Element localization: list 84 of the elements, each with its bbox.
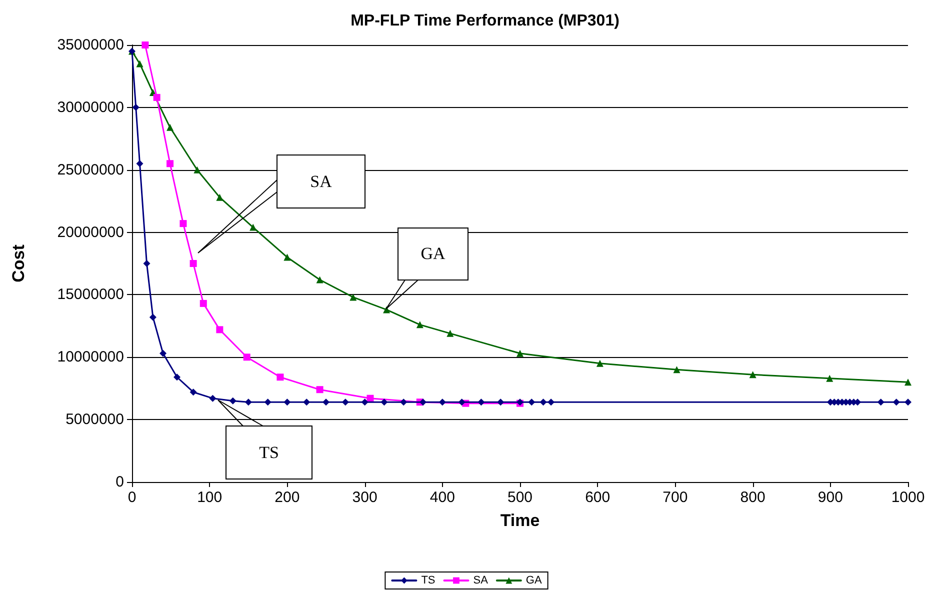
- y-tick-label: 0: [116, 474, 124, 490]
- legend-label: TS: [421, 574, 436, 586]
- point: [420, 398, 426, 406]
- point: [528, 398, 536, 406]
- point: [322, 398, 330, 406]
- point: [166, 124, 174, 131]
- point: [342, 398, 349, 406]
- point: [446, 330, 454, 337]
- y-tick-label: 25000000: [57, 161, 124, 178]
- point: [904, 398, 912, 406]
- point: [540, 398, 547, 406]
- x-tick-label: 100: [197, 489, 222, 506]
- x-tick-label: 500: [507, 489, 533, 506]
- point: [826, 374, 834, 382]
- point: [904, 378, 912, 386]
- point: [136, 160, 144, 168]
- point: [153, 94, 160, 101]
- point: [438, 398, 446, 406]
- point: [142, 42, 149, 48]
- point: [190, 388, 197, 396]
- point: [361, 398, 368, 406]
- point: [250, 224, 257, 231]
- point: [892, 398, 900, 406]
- y-axis-title: Cost: [9, 244, 28, 282]
- point: [596, 360, 604, 367]
- point: [136, 60, 144, 68]
- y-tick-label: 30000000: [57, 98, 124, 116]
- point: [180, 220, 187, 228]
- point: [264, 398, 272, 406]
- point: [673, 366, 680, 374]
- point: [160, 350, 167, 357]
- x-tick-label: 700: [662, 489, 688, 506]
- point: [149, 314, 156, 321]
- x-tick-label: 300: [352, 489, 378, 506]
- point: [316, 386, 324, 394]
- point: [216, 326, 224, 334]
- point: [209, 394, 216, 402]
- point: [366, 394, 374, 402]
- legend-label: SA: [473, 574, 489, 586]
- point: [877, 398, 884, 406]
- x-tick-label: 200: [274, 489, 300, 506]
- x-tick-label: 800: [740, 489, 766, 506]
- point: [284, 398, 291, 406]
- point: [380, 398, 388, 406]
- point: [166, 160, 174, 168]
- annotation: TS: [259, 442, 279, 462]
- annotation: SA: [310, 172, 332, 192]
- point: [216, 194, 224, 201]
- point: [478, 398, 485, 406]
- x-tick-label: 0: [128, 489, 136, 506]
- point: [350, 294, 357, 301]
- point: [416, 321, 424, 328]
- point: [400, 398, 408, 406]
- point: [303, 398, 310, 406]
- x-axis-title: Time: [500, 511, 540, 530]
- x-tick-label: 900: [818, 489, 843, 506]
- point: [190, 260, 197, 267]
- point: [194, 166, 201, 174]
- point: [276, 374, 284, 381]
- point: [174, 374, 181, 381]
- annotation: GA: [420, 244, 446, 264]
- point: [132, 104, 140, 111]
- point: [244, 398, 252, 406]
- chart-title: MP-FLP Time Performance (MP301): [350, 12, 620, 30]
- y-tick-label: 10000000: [57, 348, 124, 366]
- y-tick-label: 15000000: [57, 286, 124, 304]
- point: [143, 260, 150, 267]
- point: [749, 371, 756, 378]
- point: [497, 398, 504, 406]
- point: [200, 300, 207, 307]
- x-tick-label: 600: [585, 489, 610, 506]
- point: [316, 276, 324, 284]
- y-tick-label: 35000000: [57, 36, 124, 54]
- legend-label: GA: [526, 574, 542, 586]
- y-tick-label: 5000000: [66, 411, 124, 428]
- point: [458, 398, 466, 406]
- point: [284, 254, 291, 261]
- point: [229, 397, 236, 404]
- point: [548, 398, 555, 406]
- point: [243, 354, 250, 361]
- x-tick-label: 400: [430, 489, 455, 506]
- point: [516, 350, 524, 357]
- y-tick-label: 20000000: [57, 224, 124, 241]
- x-tick-label: 1000: [891, 489, 925, 506]
